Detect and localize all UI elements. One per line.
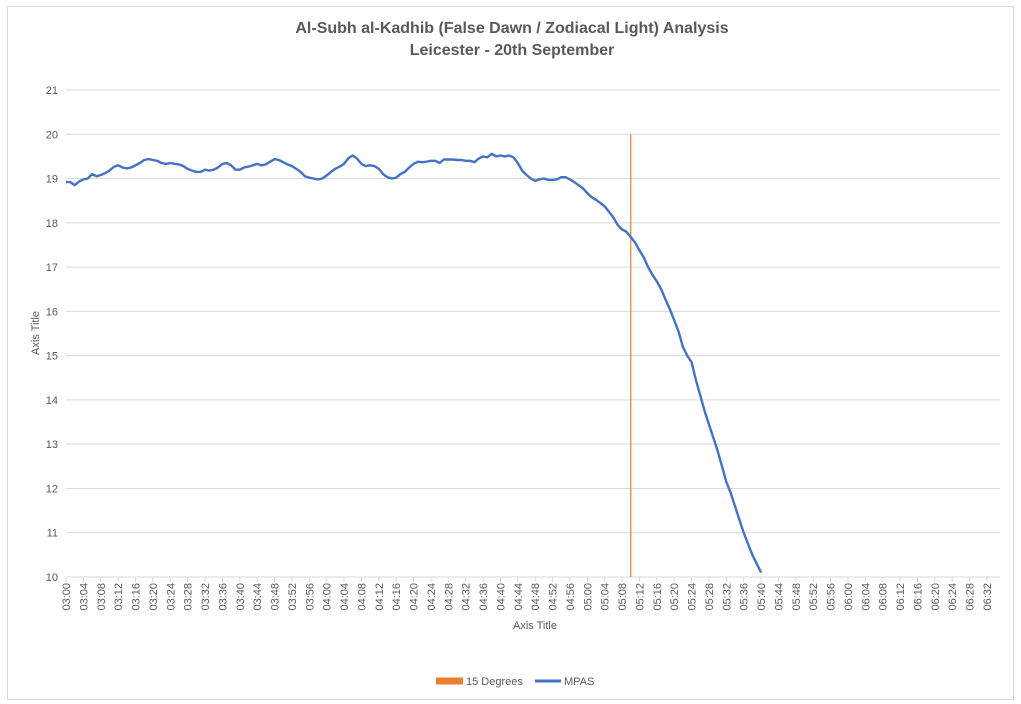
x-tick-label: 06:20 — [930, 583, 942, 611]
x-tick-label: 03:32 — [200, 583, 212, 611]
x-tick-label: 04:44 — [513, 583, 525, 611]
y-tick-label: 13 — [46, 439, 58, 451]
y-tick-label: 19 — [46, 174, 58, 186]
x-tick-label: 04:36 — [478, 583, 490, 611]
y-tick-label: 12 — [46, 483, 58, 495]
x-tick-label: 04:12 — [374, 583, 386, 611]
x-tick-label: 04:28 — [443, 583, 455, 611]
x-tick-label: 03:24 — [165, 583, 177, 611]
y-tick-label: 15 — [46, 351, 58, 363]
x-tick-label: 03:12 — [113, 583, 125, 611]
y-tick-label: 10 — [46, 572, 58, 584]
x-tick-label: 04:04 — [339, 583, 351, 611]
x-tick-label: 04:24 — [426, 583, 438, 611]
x-tick-label: 05:16 — [652, 583, 664, 611]
chart-subtitle: Leicester - 20th September — [410, 42, 615, 59]
x-tick-label: 05:32 — [721, 583, 733, 611]
x-tick-label: 04:48 — [530, 583, 542, 611]
x-tick-label: 03:00 — [61, 583, 73, 611]
x-tick-label: 06:24 — [947, 583, 959, 611]
x-axis-title: Axis Title — [513, 620, 557, 632]
legend-label-15-degrees: 15 Degrees — [466, 676, 523, 688]
x-tick-label: 03:20 — [148, 583, 160, 611]
y-tick-label: 16 — [46, 306, 58, 318]
x-tick-label: 03:08 — [96, 583, 108, 611]
chart-svg: Al-Subh al-Kadhib (False Dawn / Zodiacal… — [30, 20, 1000, 688]
chart-title: Al-Subh al-Kadhib (False Dawn / Zodiacal… — [295, 20, 728, 37]
legend-label-mpas: MPAS — [564, 676, 594, 688]
x-tick-label: 04:20 — [409, 583, 421, 611]
series-layer — [66, 152, 763, 574]
y-tick-label: 21 — [46, 85, 58, 97]
x-tick-label: 05:00 — [582, 583, 594, 611]
x-tick-label: 04:40 — [495, 583, 507, 611]
x-tick-label: 03:40 — [235, 583, 247, 611]
y-tick-label: 18 — [46, 218, 58, 230]
x-tick-label: 03:04 — [78, 583, 90, 611]
x-tick-label: 03:56 — [304, 583, 316, 611]
x-tick-label: 04:00 — [322, 583, 334, 611]
y-axis-title: Axis Title — [30, 311, 42, 355]
x-tick-label: 05:12 — [634, 583, 646, 611]
x-tick-label: 04:16 — [391, 583, 403, 611]
y-tick-label: 11 — [47, 528, 58, 540]
x-tick-labels: 03:00 03:04 03:08 03:12 03:16 03:20 03:24 03:28… — [61, 583, 994, 611]
y-tick-label: 20 — [46, 129, 58, 141]
x-tick-label: 06:32 — [982, 583, 994, 611]
x-tick-label: 05:52 — [808, 583, 820, 611]
x-tick-label: 04:52 — [548, 583, 560, 611]
x-tick-label: 06:04 — [860, 583, 872, 611]
x-tick-label: 05:56 — [826, 583, 838, 611]
x-tick-label: 06:12 — [895, 583, 907, 611]
x-tick-label: 05:20 — [669, 583, 681, 611]
x-tick-label: 04:08 — [356, 583, 368, 611]
series-line-mpas — [66, 152, 763, 574]
y-tick-labels: 10 11 12 13 14 15 16 17 18 19 20 21 — [46, 85, 58, 584]
x-tick-label: 06:28 — [965, 583, 977, 611]
x-tick-label: 05:24 — [687, 583, 699, 611]
x-tick-label: 05:36 — [739, 583, 751, 611]
x-tick-label: 06:08 — [878, 583, 890, 611]
x-tick-label: 06:00 — [843, 583, 855, 611]
x-tick-label: 05:28 — [704, 583, 716, 611]
x-tick-label: 05:40 — [756, 583, 768, 611]
x-tick-label: 04:56 — [565, 583, 577, 611]
x-tick-label: 03:36 — [217, 583, 229, 611]
x-tick-label: 05:48 — [791, 583, 803, 611]
x-tick-label: 05:04 — [600, 583, 612, 611]
x-tick-label: 03:44 — [252, 583, 264, 611]
y-tick-label: 17 — [46, 262, 58, 274]
x-tick-label: 03:16 — [131, 583, 143, 611]
x-tick-label: 03:48 — [270, 583, 282, 611]
chart-frame: Al-Subh al-Kadhib (False Dawn / Zodiacal… — [7, 6, 1014, 700]
y-tick-label: 14 — [46, 395, 58, 407]
x-tick-label: 06:16 — [912, 583, 924, 611]
x-tick-label: 05:44 — [773, 583, 785, 611]
gridlines — [65, 89, 1000, 582]
x-tick-label: 03:28 — [183, 583, 195, 611]
legend: 15 Degrees MPAS — [436, 676, 594, 688]
x-tick-label: 03:52 — [287, 583, 299, 611]
x-tick-label: 04:32 — [461, 583, 473, 611]
x-tick-label: 05:08 — [617, 583, 629, 611]
